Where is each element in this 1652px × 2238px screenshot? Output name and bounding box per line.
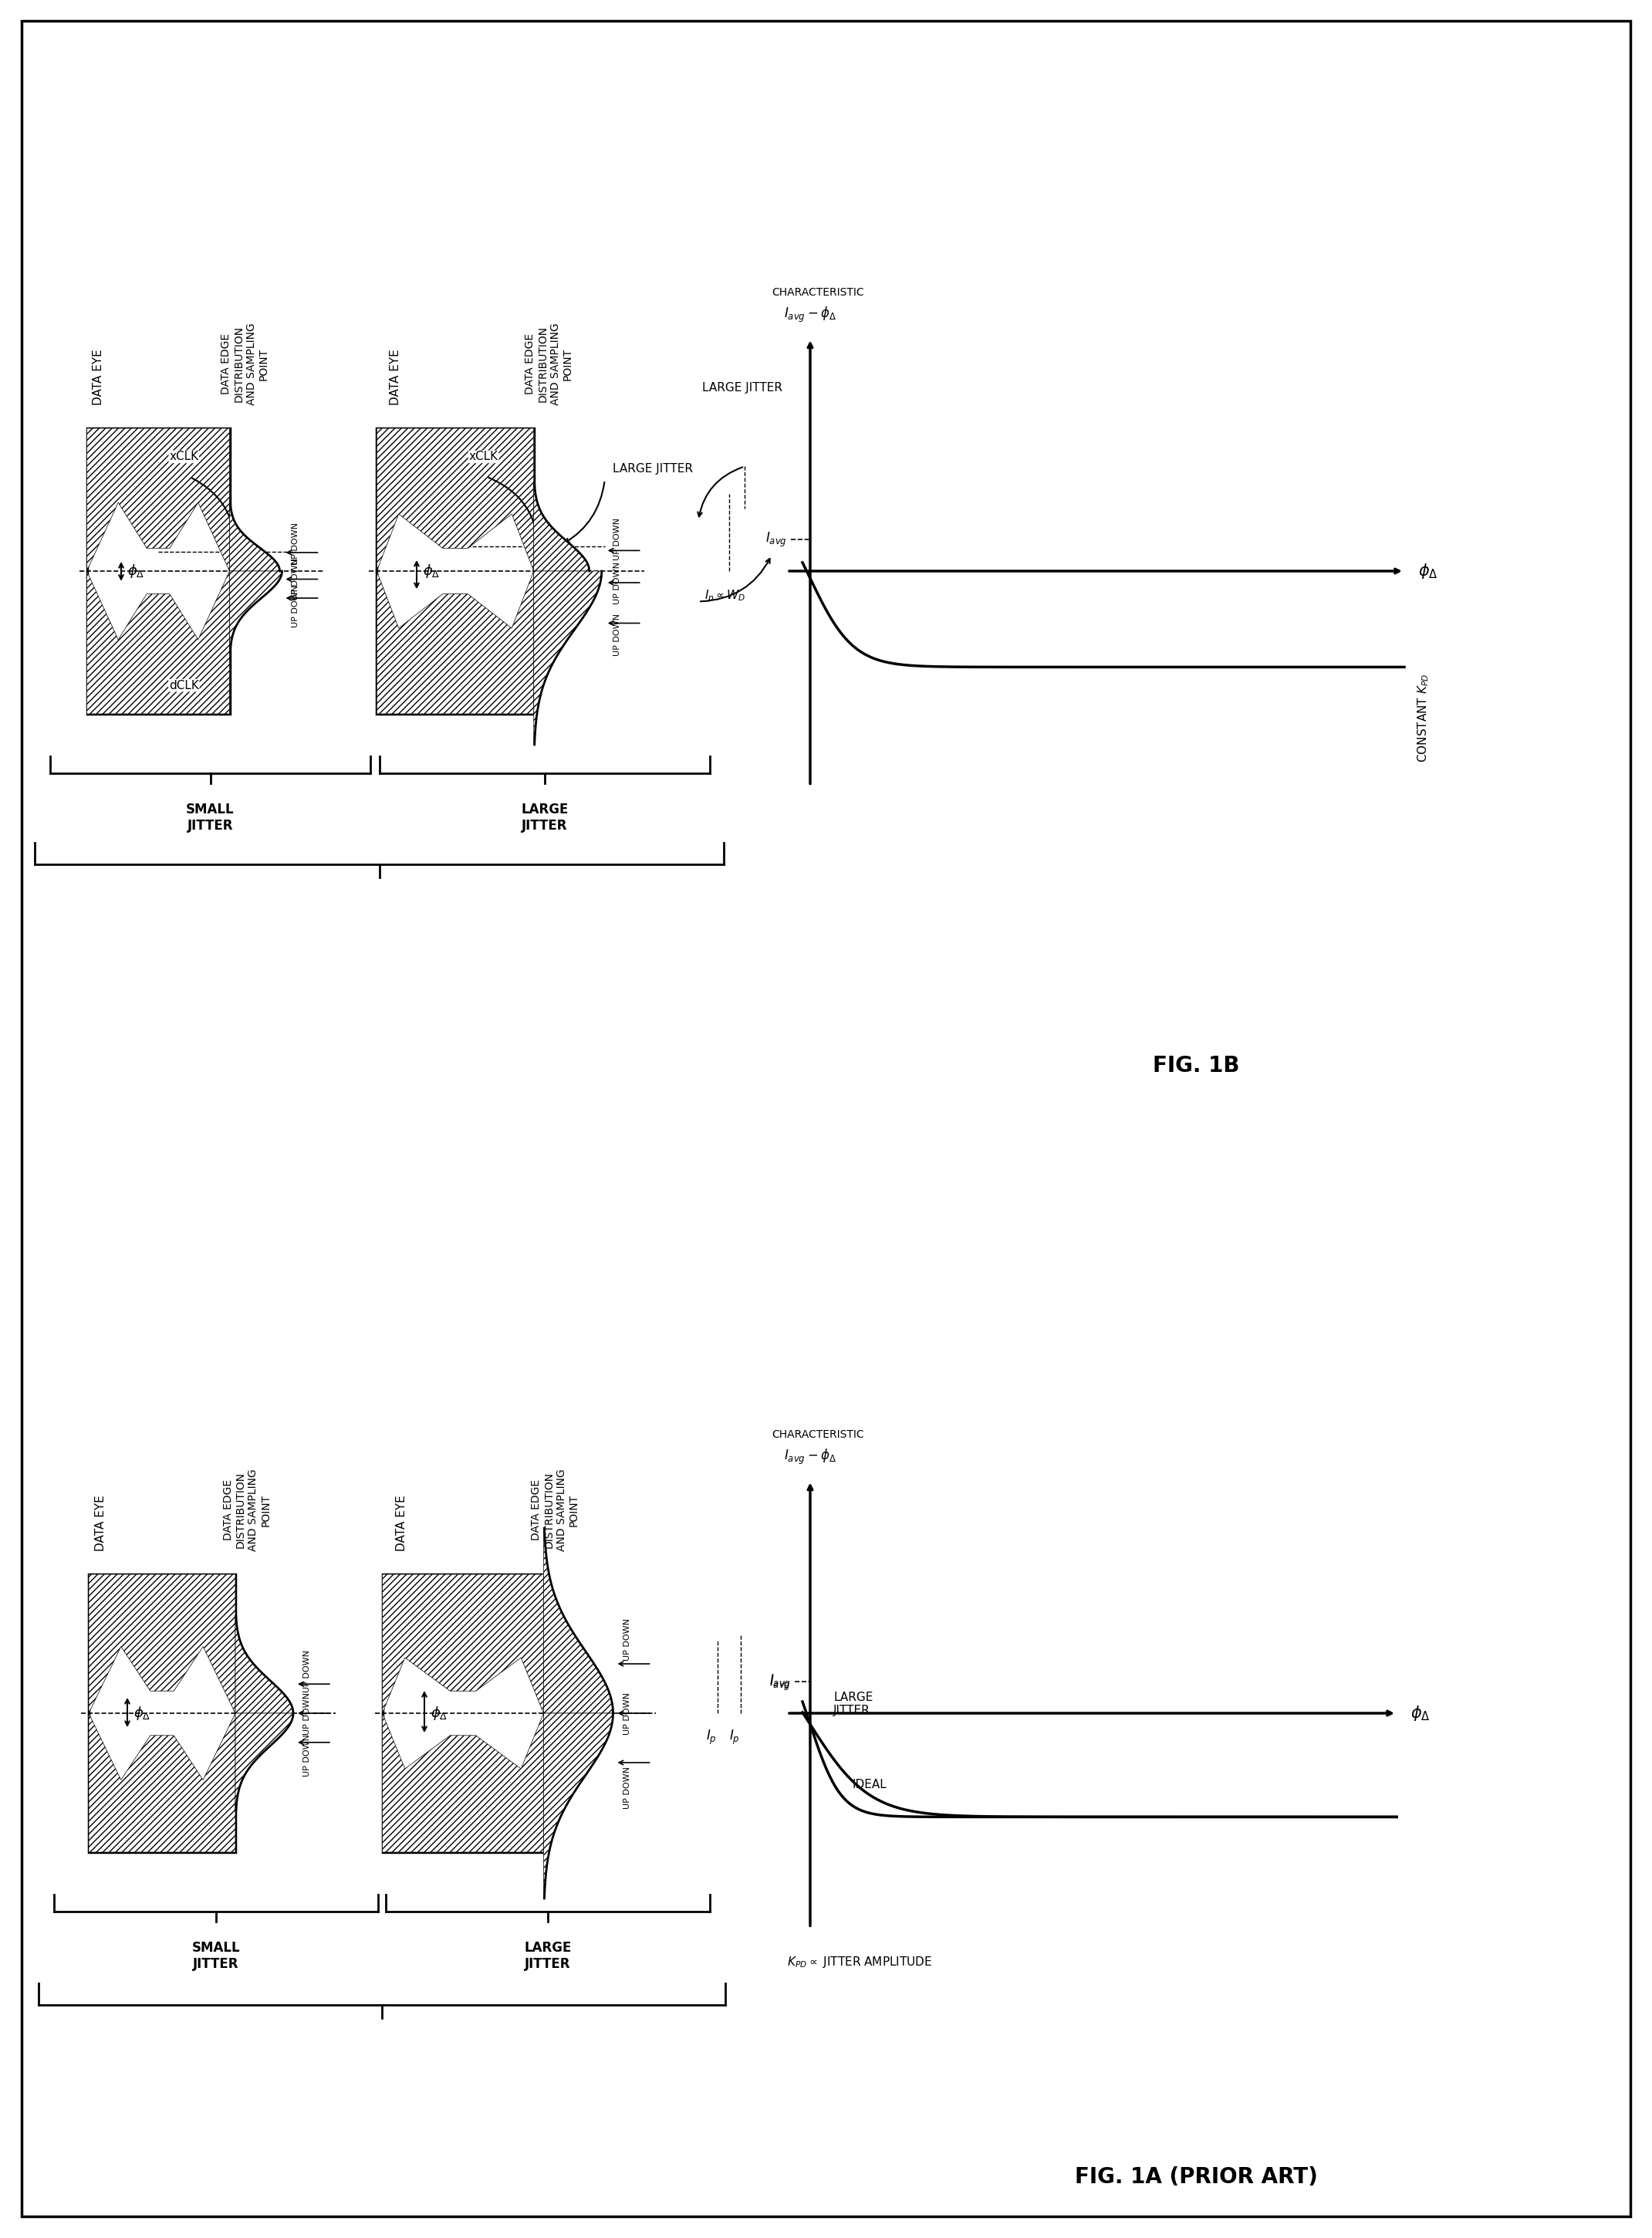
Text: UP DOWN: UP DOWN — [613, 517, 621, 560]
Text: $K_{PD} \propto$ JITTER AMPLITUDE: $K_{PD} \propto$ JITTER AMPLITUDE — [786, 1956, 932, 1969]
Text: UP DOWN: UP DOWN — [291, 521, 299, 564]
Text: $I_{avg}$: $I_{avg}$ — [765, 530, 786, 548]
Text: UP DOWN: UP DOWN — [623, 1692, 631, 1734]
Text: CHARACTERISTIC: CHARACTERISTIC — [771, 1430, 864, 1441]
Polygon shape — [377, 427, 534, 571]
Text: $I_{avg}$: $I_{avg}$ — [770, 1674, 791, 1692]
Text: DATA EDGE
DISTRIBUTION
AND SAMPLING
POINT: DATA EDGE DISTRIBUTION AND SAMPLING POIN… — [223, 1468, 271, 1551]
Polygon shape — [89, 1573, 235, 1714]
Polygon shape — [89, 1714, 235, 1853]
Polygon shape — [544, 1529, 613, 1714]
Polygon shape — [534, 571, 601, 745]
Text: $I_{avg} - \phi_\Delta$: $I_{avg} - \phi_\Delta$ — [785, 1448, 836, 1466]
Text: DATA EYE: DATA EYE — [396, 1495, 408, 1551]
Polygon shape — [235, 1714, 292, 1811]
Text: $I_p$: $I_p$ — [705, 1728, 717, 1746]
Text: UP DOWN: UP DOWN — [613, 562, 621, 604]
Text: dCLK: dCLK — [169, 680, 198, 692]
Text: IDEAL: IDEAL — [852, 1779, 887, 1790]
Polygon shape — [534, 483, 590, 571]
Text: UP DOWN: UP DOWN — [613, 613, 621, 656]
Polygon shape — [235, 1616, 292, 1714]
Text: $\phi_\Delta$: $\phi_\Delta$ — [423, 562, 439, 580]
Text: DATA EDGE
DISTRIBUTION
AND SAMPLING
POINT: DATA EDGE DISTRIBUTION AND SAMPLING POIN… — [525, 322, 573, 405]
Text: $\phi_\Delta$: $\phi_\Delta$ — [134, 1705, 150, 1721]
Text: SMALL
JITTER: SMALL JITTER — [192, 1940, 240, 1972]
Text: $I_p$: $I_p$ — [729, 1728, 740, 1746]
Text: FIG. 1A (PRIOR ART): FIG. 1A (PRIOR ART) — [1074, 2166, 1317, 2189]
Polygon shape — [88, 571, 230, 714]
Text: CONSTANT $K_{PD}$: CONSTANT $K_{PD}$ — [1416, 674, 1431, 763]
Text: DATA EYE: DATA EYE — [93, 349, 104, 405]
Text: SMALL
JITTER: SMALL JITTER — [187, 803, 235, 833]
Text: $\phi_\Delta$: $\phi_\Delta$ — [1411, 1703, 1431, 1723]
Text: LARGE
JITTER: LARGE JITTER — [524, 1940, 572, 1972]
Text: LARGE JITTER: LARGE JITTER — [613, 463, 692, 474]
Text: FIG. 1B: FIG. 1B — [1153, 1054, 1239, 1076]
Bar — [88, 427, 230, 714]
Text: xCLK: xCLK — [169, 452, 198, 463]
Text: $W_D$: $W_D$ — [544, 551, 563, 566]
Text: CHARACTERISTIC: CHARACTERISTIC — [771, 286, 864, 298]
Text: DATA EDGE
DISTRIBUTION
AND SAMPLING
POINT: DATA EDGE DISTRIBUTION AND SAMPLING POIN… — [221, 322, 269, 405]
Text: LARGE JITTER: LARGE JITTER — [702, 383, 783, 394]
Text: DATA EYE: DATA EYE — [94, 1495, 106, 1551]
Text: UP DOWN: UP DOWN — [623, 1618, 631, 1661]
Polygon shape — [230, 501, 279, 571]
Text: UP DOWN: UP DOWN — [623, 1766, 631, 1808]
Text: DATA EDGE
DISTRIBUTION
AND SAMPLING
POINT: DATA EDGE DISTRIBUTION AND SAMPLING POIN… — [530, 1468, 580, 1551]
Bar — [89, 1573, 235, 1853]
Text: $\phi_\Delta$: $\phi_\Delta$ — [1417, 562, 1437, 580]
Text: UP DOWN: UP DOWN — [304, 1649, 311, 1692]
Polygon shape — [230, 571, 282, 651]
Text: $\phi_\Delta$: $\phi_\Delta$ — [431, 1705, 448, 1721]
Text: UP DOWN: UP DOWN — [304, 1692, 311, 1734]
Polygon shape — [88, 427, 230, 571]
Text: $W_D$: $W_D$ — [240, 553, 259, 568]
Text: xCLK: xCLK — [469, 452, 499, 463]
Polygon shape — [382, 1714, 544, 1853]
Text: LARGE
JITTER: LARGE JITTER — [833, 1692, 872, 1717]
Text: LARGE
JITTER: LARGE JITTER — [520, 803, 568, 833]
Text: UP DOWN: UP DOWN — [291, 557, 299, 600]
Polygon shape — [382, 1573, 544, 1714]
Text: $I_p \propto W_D$: $I_p \propto W_D$ — [705, 589, 745, 604]
Text: DATA EYE: DATA EYE — [390, 349, 401, 405]
Polygon shape — [544, 1714, 613, 1898]
Text: UP DOWN: UP DOWN — [291, 584, 299, 627]
Polygon shape — [377, 571, 534, 714]
Bar — [377, 427, 534, 714]
Text: UP DOWN: UP DOWN — [304, 1734, 311, 1777]
Text: $I_{avg}$: $I_{avg}$ — [770, 1674, 791, 1692]
Text: $\phi_\Delta$: $\phi_\Delta$ — [127, 562, 145, 580]
Text: $I_{avg} - \phi_\Delta$: $I_{avg} - \phi_\Delta$ — [785, 307, 836, 325]
Bar — [382, 1573, 544, 1853]
